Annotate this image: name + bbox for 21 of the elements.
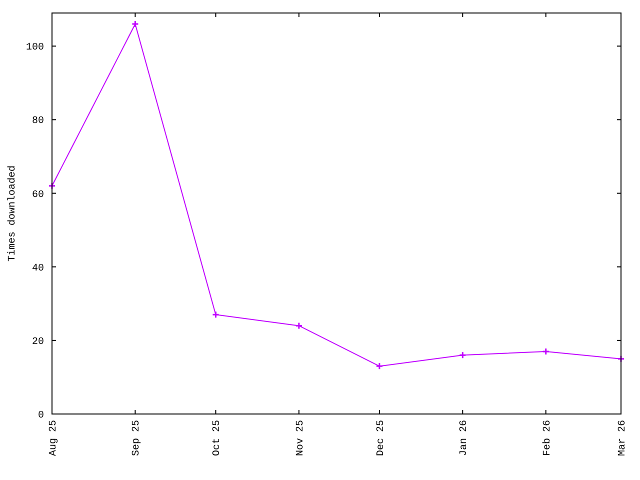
x-tick-label: Oct 25 [212, 420, 224, 456]
x-tick-label: Aug 25 [48, 420, 60, 456]
y-tick-label: 80 [32, 116, 44, 128]
point [376, 362, 384, 370]
x-tick-label: Nov 25 [295, 420, 306, 456]
y-tick-label: 0 [38, 410, 44, 422]
point [458, 351, 466, 359]
x-tick-label: Feb 26 [541, 420, 554, 456]
x-tick-label: Jan 26 [459, 420, 470, 456]
point [295, 322, 303, 330]
y-tick-label: 100 [26, 42, 44, 54]
x-tick-label: Sep 25 [132, 420, 143, 456]
point [131, 20, 139, 28]
y-tick-label: 60 [32, 190, 44, 201]
point [212, 310, 220, 318]
point [542, 348, 550, 356]
y-axis-title: Times downloaded [6, 165, 18, 262]
y-tick-label: 40 [32, 263, 44, 274]
x-tick-label: Mar 26 [618, 420, 628, 456]
y-tick-label: 20 [32, 336, 44, 348]
x-tick-label: Dec 25 [376, 420, 387, 456]
